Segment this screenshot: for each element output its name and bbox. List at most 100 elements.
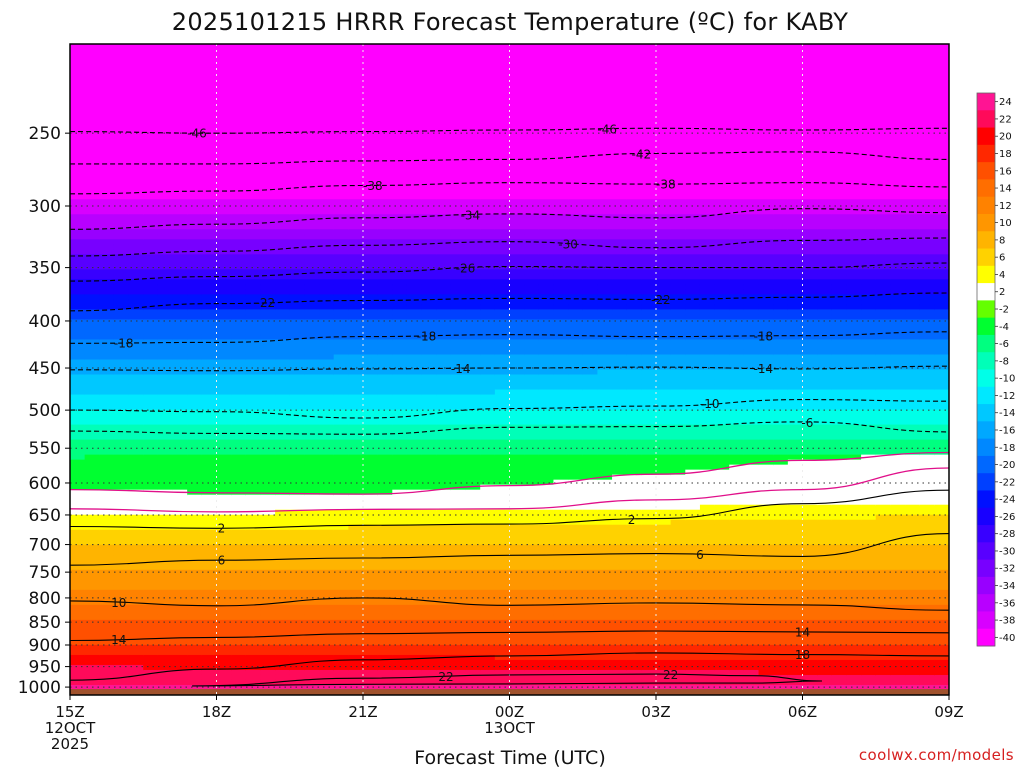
field-cell	[494, 134, 511, 140]
field-cell	[392, 389, 408, 396]
field-cell	[436, 644, 452, 651]
field-cell	[143, 599, 159, 606]
field-cell	[421, 499, 438, 506]
field-cell	[450, 399, 467, 406]
field-cell	[260, 559, 276, 566]
field-cell	[289, 354, 306, 361]
field-cell	[465, 419, 481, 426]
field-cell	[260, 164, 276, 170]
field-cell	[143, 509, 159, 516]
field-cell	[509, 139, 525, 145]
field-cell	[99, 169, 115, 175]
field-cell	[333, 519, 350, 526]
field-cell	[582, 639, 599, 646]
field-cell	[377, 409, 394, 416]
field-cell	[172, 424, 188, 431]
field-cell	[113, 314, 130, 321]
field-cell	[363, 99, 379, 105]
field-cell	[377, 599, 394, 606]
field-cell	[406, 59, 423, 65]
field-cell	[70, 519, 86, 526]
field-cell	[421, 539, 438, 546]
field-cell	[465, 364, 481, 371]
field-cell	[348, 394, 364, 401]
field-cell	[612, 69, 628, 75]
field-cell	[406, 314, 423, 321]
field-cell	[597, 364, 613, 371]
field-cell	[70, 139, 86, 145]
field-cell	[480, 459, 496, 466]
field-cell	[392, 154, 408, 160]
field-cell	[612, 514, 628, 521]
field-cell	[128, 659, 145, 666]
field-cell	[509, 429, 525, 436]
field-cell	[377, 284, 394, 291]
field-cell	[275, 574, 291, 581]
field-cell	[465, 549, 481, 556]
field-cell	[436, 54, 452, 60]
field-cell	[143, 659, 159, 666]
field-cell	[450, 79, 467, 85]
field-cell	[216, 129, 232, 135]
field-cell	[612, 359, 628, 366]
field-cell	[553, 594, 569, 601]
field-cell	[363, 484, 379, 491]
field-cell	[128, 304, 145, 311]
field-cell	[231, 114, 247, 120]
field-cell	[524, 639, 540, 646]
field-cell	[480, 399, 496, 406]
field-cell	[363, 274, 379, 281]
field-cell	[421, 504, 438, 511]
field-cell	[480, 529, 496, 536]
field-cell	[568, 664, 584, 671]
field-cell	[509, 594, 525, 601]
field-cell	[304, 494, 320, 501]
field-cell	[84, 544, 101, 551]
field-cell	[450, 534, 467, 541]
field-cell	[187, 429, 203, 436]
field-cell	[612, 209, 628, 216]
field-cell	[187, 409, 203, 416]
field-cell	[231, 554, 247, 561]
field-cell	[421, 469, 438, 476]
field-cell	[597, 339, 613, 346]
field-cell	[465, 399, 481, 406]
field-cell	[421, 574, 438, 581]
field-cell	[363, 409, 379, 416]
field-cell	[538, 674, 555, 681]
field-cell	[113, 294, 130, 301]
field-cell	[421, 84, 438, 90]
field-cell	[450, 389, 467, 396]
field-cell	[99, 344, 115, 351]
field-cell	[304, 139, 320, 145]
field-cell	[480, 199, 496, 206]
field-cell	[421, 564, 438, 571]
field-cell	[231, 659, 247, 666]
field-cell	[245, 94, 262, 100]
field-cell	[538, 54, 555, 60]
field-cell	[70, 114, 86, 120]
field-cell	[597, 359, 613, 366]
field-cell	[84, 524, 101, 531]
field-cell	[84, 504, 101, 511]
field-cell	[201, 439, 218, 446]
field-cell	[348, 604, 364, 611]
field-cell	[568, 139, 584, 145]
field-cell	[333, 64, 350, 70]
field-cell	[84, 234, 101, 241]
field-cell	[289, 589, 306, 596]
field-cell	[597, 409, 613, 416]
field-cell	[597, 299, 613, 306]
field-cell	[348, 54, 364, 60]
field-cell	[84, 229, 101, 236]
field-cell	[597, 109, 613, 115]
field-cell	[582, 419, 599, 426]
field-cell	[333, 564, 350, 571]
field-cell	[157, 579, 174, 586]
field-cell	[231, 59, 247, 65]
field-cell	[275, 544, 291, 551]
field-cell	[304, 314, 320, 321]
field-cell	[84, 314, 101, 321]
field-cell	[421, 209, 438, 216]
field-cell	[157, 154, 174, 160]
